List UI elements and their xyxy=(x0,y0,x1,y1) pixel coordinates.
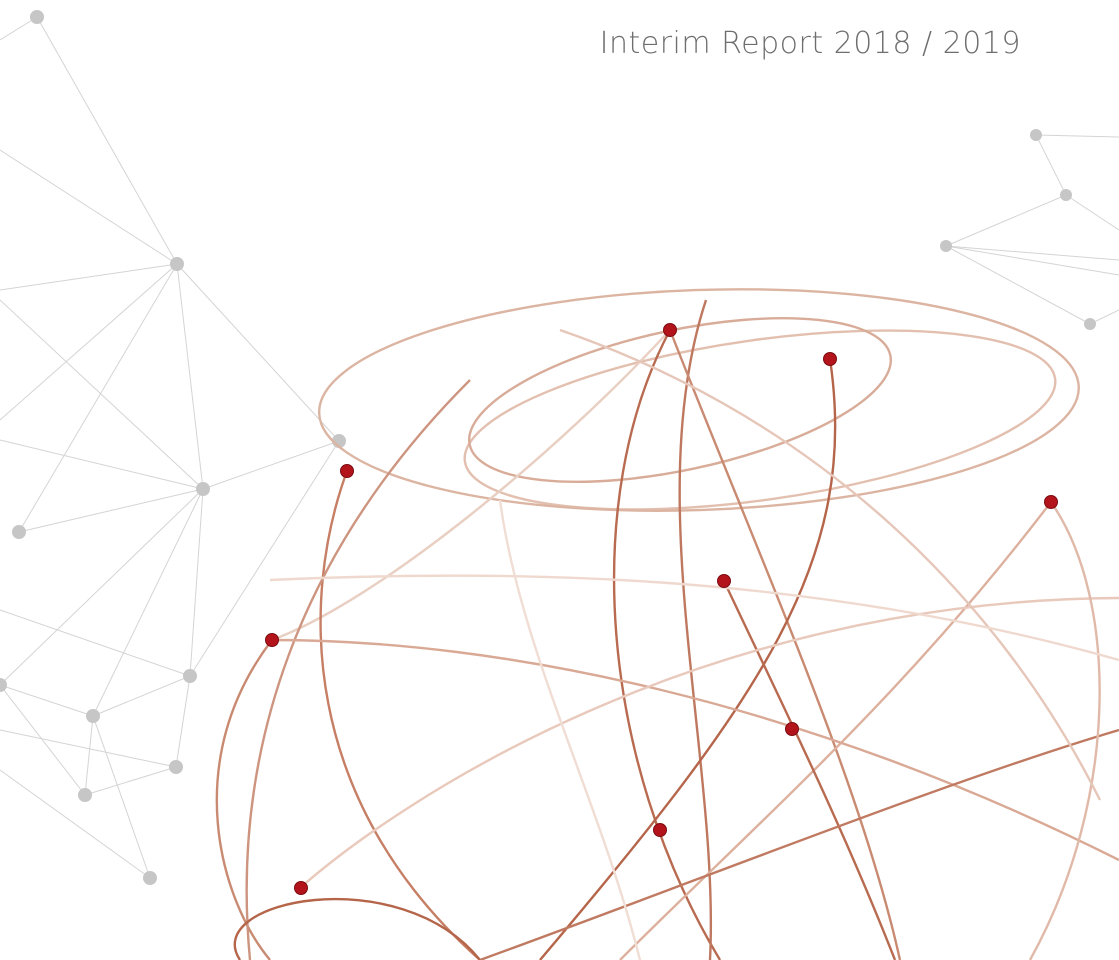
network-right xyxy=(940,129,1119,330)
report-title: Interim Report 2018 / 2019 xyxy=(600,26,1021,61)
network-left xyxy=(0,10,346,885)
globe xyxy=(217,277,1119,960)
page: Interim Report 2018 / 2019 (() => { cons… xyxy=(0,0,1119,960)
cover-art xyxy=(0,0,1119,960)
